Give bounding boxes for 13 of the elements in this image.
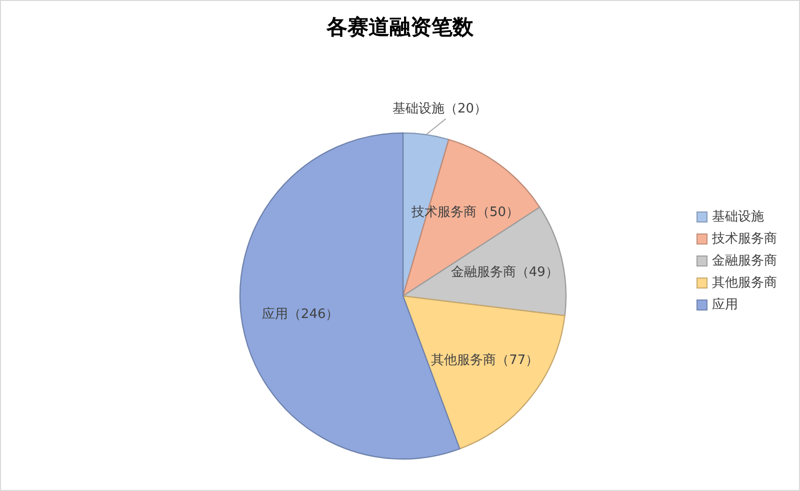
legend-label: 其他服务商 [712,276,777,290]
data-label: 基础设施（20） [392,101,488,116]
legend-label: 技术服务商 [711,232,777,246]
data-label: 金融服务商（49） [450,264,558,280]
pie-slice [402,206,567,316]
legend-label: 金融服务商 [712,254,777,268]
data-label: 技术服务商（50） [410,204,520,220]
chart-title: 各赛道融资笔数 [326,15,474,39]
legend-label: 基础设施 [712,210,764,224]
pie-slice [402,295,566,450]
data-label: 应用（246） [262,306,339,322]
legend-label: 应用 [712,296,738,312]
data-label: 其他服务商（77） [431,353,539,368]
